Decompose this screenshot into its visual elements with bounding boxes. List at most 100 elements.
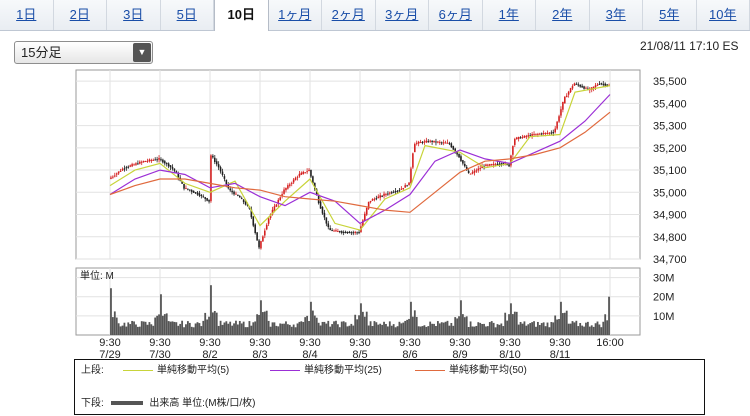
dropdown-arrow-icon[interactable]: ▼	[133, 43, 151, 62]
volume-bar	[502, 326, 505, 335]
candle-body	[510, 155, 512, 166]
candle-body	[287, 185, 289, 189]
volume-bar	[379, 323, 382, 335]
candle-body	[531, 134, 533, 136]
volume-bar	[327, 320, 330, 335]
tab-12[interactable]: 5年	[643, 0, 697, 30]
volume-bar	[369, 321, 372, 335]
volume-bar	[571, 321, 574, 335]
volume-bar	[608, 296, 610, 335]
volume-bar	[146, 324, 149, 335]
volume-bar	[560, 301, 562, 335]
candle-body	[494, 164, 497, 166]
volume-bar	[548, 327, 551, 335]
candle-body	[217, 164, 220, 168]
candle-body	[319, 201, 322, 209]
volume-bar	[483, 323, 485, 335]
volume-tick-label: 20M	[653, 292, 674, 304]
candle-body	[156, 159, 158, 161]
tab-11[interactable]: 3年	[589, 0, 643, 30]
tab-7[interactable]: 3ヶ月	[375, 0, 429, 30]
volume-bar	[542, 322, 545, 335]
candle-body	[383, 193, 385, 196]
timeframe-select[interactable]: 15分足 ▼	[14, 41, 153, 64]
tab-1[interactable]: 2日	[53, 0, 107, 30]
volume-bar	[161, 315, 164, 335]
candle-body	[387, 193, 389, 195]
volume-bar	[486, 326, 489, 335]
candle-body	[437, 141, 439, 143]
volume-bar	[135, 324, 137, 335]
tab-3[interactable]: 5日	[160, 0, 214, 30]
volume-bar	[442, 322, 445, 335]
candle-body	[129, 165, 131, 167]
volume-bar	[119, 326, 122, 335]
volume-bar	[190, 326, 193, 335]
volume-bar	[185, 324, 187, 335]
volume-bar	[154, 317, 157, 335]
volume-bar	[204, 312, 207, 335]
candle-body	[442, 142, 445, 144]
volume-bar	[450, 322, 453, 335]
candle-body	[581, 85, 583, 88]
tab-6[interactable]: 2ヶ月	[322, 0, 376, 30]
price-panel-frame	[75, 69, 641, 260]
volume-bar	[550, 322, 553, 335]
candle-body	[585, 87, 587, 89]
tab-9[interactable]: 1年	[482, 0, 536, 30]
volume-bar	[210, 285, 212, 335]
tab-0[interactable]: 1日	[0, 0, 54, 30]
tab-10[interactable]: 2年	[536, 0, 590, 30]
volume-bar	[531, 322, 534, 335]
volume-bar	[536, 321, 539, 335]
volume-bar	[150, 324, 153, 335]
volume-bar	[448, 325, 451, 335]
volume-bar	[579, 322, 582, 335]
candle-body	[362, 220, 364, 227]
x-tick-date: 8/4	[302, 349, 317, 360]
candle-body	[262, 236, 264, 242]
candle-body	[308, 169, 310, 172]
candle-body	[558, 116, 560, 122]
volume-bar	[402, 322, 405, 335]
tab-4[interactable]: 10日	[214, 0, 269, 31]
volume-bar	[148, 322, 151, 335]
volume-bar	[121, 325, 124, 335]
volume-bar	[456, 318, 459, 335]
candle-body	[169, 165, 172, 168]
candle-body	[327, 223, 330, 228]
tab-5[interactable]: 1ヶ月	[268, 0, 322, 30]
candle-body	[410, 168, 412, 184]
candle-body	[221, 171, 224, 175]
volume-bar	[206, 319, 209, 335]
price-tick-label: 35,000	[653, 187, 687, 199]
volume-bar	[110, 288, 112, 335]
volume-bar	[581, 325, 584, 335]
candle-body	[289, 184, 291, 186]
tab-2[interactable]: 3日	[107, 0, 161, 30]
candle-body	[552, 132, 555, 134]
volume-bar	[173, 321, 176, 335]
tab-8[interactable]: 6ヶ月	[429, 0, 483, 30]
volume-bar	[394, 327, 397, 335]
candle-body	[381, 195, 383, 197]
volume-bar	[281, 323, 284, 335]
candle-body	[564, 96, 566, 104]
candle-body	[273, 206, 276, 212]
candle-body	[575, 83, 578, 85]
tab-13[interactable]: 10年	[696, 0, 750, 30]
volume-bar	[435, 325, 437, 335]
candle-body	[456, 151, 458, 155]
candle-body	[592, 86, 595, 89]
candle-body	[292, 179, 295, 183]
volume-bar	[477, 322, 480, 335]
x-tick-time: 9:30	[349, 337, 370, 349]
volume-bar	[223, 322, 226, 335]
volume-bar	[461, 314, 464, 335]
volume-bar	[227, 323, 230, 335]
candle-body	[312, 176, 314, 184]
legend-ma-label-2: 単純移動平均(50)	[449, 365, 527, 376]
volume-bar	[411, 316, 414, 335]
candle-body	[440, 142, 443, 144]
candle-body	[167, 163, 170, 167]
